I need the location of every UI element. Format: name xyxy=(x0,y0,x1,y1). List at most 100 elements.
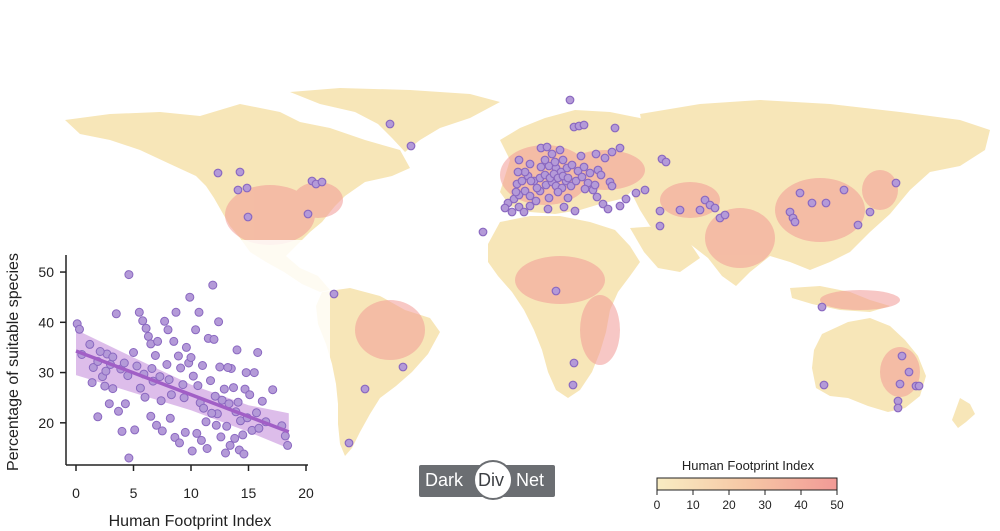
study-site-marker xyxy=(478,227,488,237)
darkdivnet-logo: Dark Div Net xyxy=(419,460,555,500)
study-site-marker xyxy=(514,155,524,165)
scatter-point xyxy=(225,440,235,450)
scatter-point xyxy=(232,345,242,355)
confidence-band xyxy=(76,329,289,449)
scatter-point xyxy=(209,334,219,344)
scatter-point xyxy=(138,316,148,326)
scatter-point xyxy=(221,448,230,458)
scatter-point xyxy=(283,440,293,450)
scatter-point xyxy=(206,376,215,386)
scatter-point xyxy=(87,378,97,388)
study-site-marker xyxy=(531,196,541,206)
scatter-point xyxy=(108,352,118,362)
x-tick-label: 15 xyxy=(241,485,257,501)
study-site-marker xyxy=(655,221,665,231)
study-site-marker xyxy=(547,149,557,159)
study-site-marker xyxy=(710,203,720,213)
study-site-marker xyxy=(519,207,529,217)
study-site-marker xyxy=(615,143,625,153)
scatter-point xyxy=(108,384,118,394)
scatter-point xyxy=(165,413,175,423)
study-site-marker xyxy=(568,380,578,390)
study-site-marker xyxy=(600,153,610,163)
scatter-point xyxy=(150,351,160,360)
scatter-point xyxy=(252,408,261,418)
study-site-marker xyxy=(526,176,536,186)
scatter-point xyxy=(194,307,204,317)
study-site-marker xyxy=(525,201,535,211)
scatter-point xyxy=(181,342,191,352)
scatter-point xyxy=(240,384,250,394)
scatter-point xyxy=(229,383,238,393)
land-new-zealand xyxy=(952,398,975,428)
study-site-marker xyxy=(558,155,568,165)
scatter-point xyxy=(155,372,165,382)
scatter-point xyxy=(160,316,170,326)
study-site-marker xyxy=(897,351,907,361)
x-tick-label: 20 xyxy=(298,485,314,501)
scatter-point xyxy=(162,360,172,369)
study-site-marker xyxy=(893,403,903,413)
study-site-marker xyxy=(329,289,339,299)
study-site-marker xyxy=(585,168,595,178)
study-site-marker xyxy=(571,176,581,186)
scatter-point xyxy=(215,362,225,372)
scatter-point xyxy=(217,395,227,405)
study-site-marker xyxy=(603,204,613,214)
study-site-marker xyxy=(550,157,560,167)
study-site-marker xyxy=(235,167,245,177)
colorbar-tick-label: 0 xyxy=(654,498,661,512)
colorbar-title: Human Footprint Index xyxy=(682,458,815,473)
study-site-marker xyxy=(607,181,617,191)
scatter-point xyxy=(187,446,197,456)
study-site-marker xyxy=(839,185,849,195)
x-axis-ticks: 0 5 10 15 20 xyxy=(72,465,314,501)
scatter-point xyxy=(202,444,212,453)
scatter-point xyxy=(199,403,209,413)
scatter-point xyxy=(114,406,123,416)
study-site-marker xyxy=(317,177,327,187)
study-site-marker xyxy=(819,380,829,390)
study-site-marker xyxy=(576,151,586,161)
scatter-point xyxy=(120,399,130,409)
land-greenland xyxy=(290,88,500,152)
scatter-point xyxy=(143,331,153,341)
scatter-point xyxy=(100,381,110,391)
scatter-point xyxy=(166,390,176,400)
study-site-marker xyxy=(895,379,905,389)
study-site-marker xyxy=(513,167,523,177)
scatter-point xyxy=(153,336,163,346)
study-site-marker xyxy=(542,142,552,152)
scatter-point xyxy=(93,412,103,422)
study-site-marker xyxy=(817,302,827,312)
scatter-points xyxy=(72,270,293,463)
scatter-point xyxy=(214,317,224,327)
study-site-marker xyxy=(398,362,408,372)
study-site-marker xyxy=(507,207,517,217)
study-site-marker xyxy=(525,191,535,201)
scatter-point xyxy=(239,449,249,459)
colorbar-tick-label: 30 xyxy=(758,498,772,512)
colorbar-tick-label: 10 xyxy=(686,498,700,512)
x-axis-label: Human Footprint Index xyxy=(109,513,272,530)
study-site-marker xyxy=(573,166,583,176)
scatter-point xyxy=(180,427,190,437)
scatter-point xyxy=(130,425,140,435)
scatter-point xyxy=(196,435,206,445)
scatter-point xyxy=(119,358,129,368)
scatter-point xyxy=(208,280,218,290)
logo-circle xyxy=(473,460,513,500)
scatter-point xyxy=(101,366,111,376)
scatter-point xyxy=(85,339,95,349)
scatter-point xyxy=(211,420,221,430)
study-site-marker xyxy=(525,159,535,169)
scatter-point xyxy=(233,397,243,407)
scatter-point xyxy=(169,336,179,346)
scatter-point xyxy=(152,420,161,430)
study-site-marker xyxy=(580,184,590,194)
scatter-point xyxy=(191,325,201,335)
scatter-point xyxy=(111,309,121,319)
study-site-marker xyxy=(559,202,569,212)
study-site-marker xyxy=(675,205,685,215)
